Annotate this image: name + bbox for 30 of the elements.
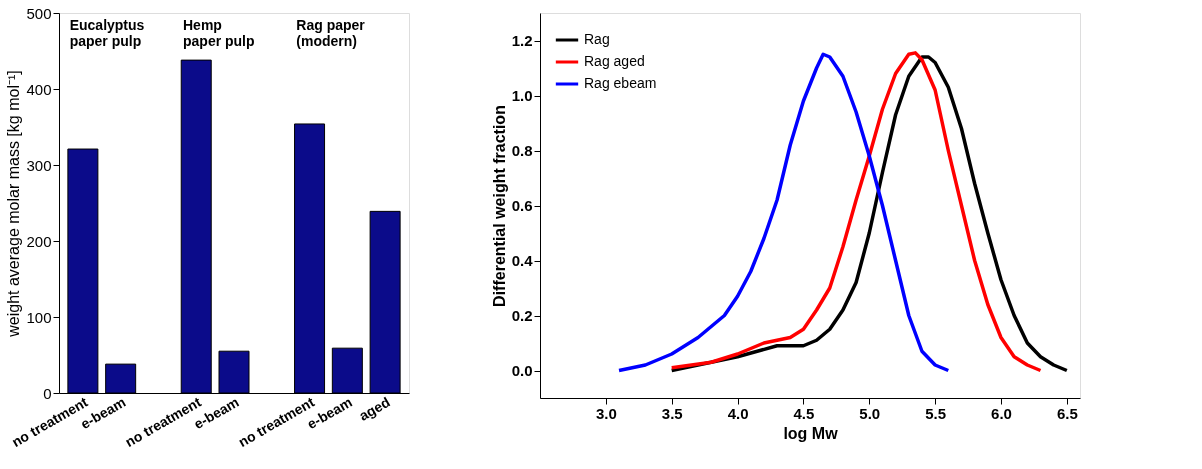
annotation: Eucalyptus paper pulp bbox=[69, 17, 145, 49]
x-axis-title: log Mw bbox=[783, 424, 839, 442]
legend-label: Rag aged bbox=[584, 53, 645, 69]
annotation: Rag paper (modern) bbox=[296, 17, 366, 49]
y-tick-label: 0.6 bbox=[511, 197, 533, 214]
x-tick-label: 4.5 bbox=[793, 404, 815, 422]
x-tick-label: 4.0 bbox=[727, 404, 749, 422]
y-tick-label: 0.2 bbox=[511, 307, 533, 324]
y-tick-label: 200 bbox=[26, 232, 52, 250]
legend-label: Rag ebeam bbox=[584, 75, 657, 91]
y-tick-label: 0 bbox=[43, 384, 52, 402]
y-tick-label: 300 bbox=[26, 156, 52, 174]
x-tick-label: 3.5 bbox=[661, 404, 683, 422]
y-axis-title: weight average molar mass [kg mol⁻¹] bbox=[5, 70, 23, 338]
y-tick-label: 0.4 bbox=[511, 252, 534, 269]
y-tick-label: 500 bbox=[26, 4, 52, 22]
x-tick-label: 5.5 bbox=[925, 404, 947, 422]
x-tick-label: 6.5 bbox=[1056, 404, 1078, 422]
y-axis-title: Differential weight fraction bbox=[490, 105, 508, 307]
y-tick-label: 400 bbox=[26, 80, 52, 98]
annotation: Hemp paper pulp bbox=[183, 17, 255, 49]
x-tick-label: 5.0 bbox=[859, 404, 881, 422]
legend-label: Rag bbox=[584, 31, 610, 47]
x-tick-label: 6.0 bbox=[991, 404, 1012, 422]
y-tick-label: 0.8 bbox=[511, 142, 533, 159]
y-tick-label: 100 bbox=[26, 308, 52, 326]
x-tick-label: 3.0 bbox=[595, 404, 617, 422]
y-tick-label: 0.0 bbox=[511, 362, 533, 379]
y-tick-label: 1.0 bbox=[511, 87, 533, 104]
y-tick-label: 1.2 bbox=[511, 32, 533, 49]
